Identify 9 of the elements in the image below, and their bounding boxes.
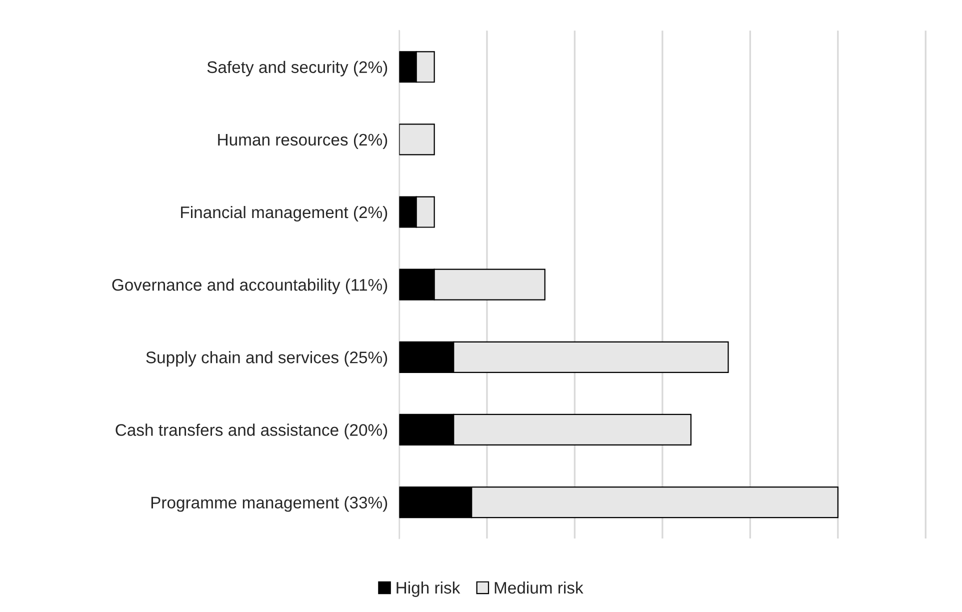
- legend-label: Medium risk: [494, 581, 584, 594]
- y-tick-label: Governance and accountability (11%): [112, 278, 388, 294]
- y-tick-label: Human resources (2%): [218, 133, 388, 149]
- y-tick-label: Programme management (33%): [151, 496, 388, 512]
- y-tick-label: Supply chain and services (25%): [146, 351, 388, 367]
- y-tick-label: Financial management (2%): [181, 206, 388, 222]
- y-tick-label: Cash transfers and assistance (20%): [116, 424, 388, 440]
- y-tick-label: Safety and security (2%): [207, 60, 388, 76]
- legend-label: High risk: [396, 581, 460, 597]
